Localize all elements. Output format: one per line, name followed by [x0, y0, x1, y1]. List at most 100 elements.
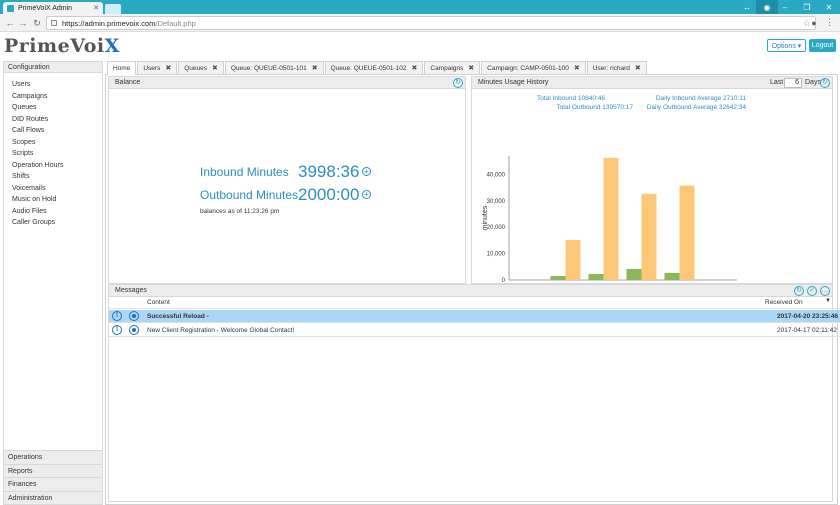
sidebar-section-finances[interactable]: Finances: [4, 477, 102, 491]
close-icon[interactable]: ✖: [468, 65, 475, 72]
tab-label: Users: [143, 64, 161, 72]
days-label: Days: [805, 79, 821, 86]
add-outbound-icon[interactable]: +: [362, 190, 371, 199]
tab-label: User: richard: [592, 64, 630, 72]
reload-icon[interactable]: ↻: [33, 17, 41, 28]
sidebar-item-scripts[interactable]: Scripts: [12, 150, 34, 157]
tab-queues[interactable]: Queues ✖: [178, 61, 224, 74]
close-icon[interactable]: ✖: [165, 65, 172, 72]
bar-outbound-04-17: [603, 157, 619, 280]
y-tick-label: 10,000: [487, 252, 506, 258]
browser-tab[interactable]: PrimeVoiX Admin ✕: [3, 2, 103, 14]
bookmark-star-icon[interactable]: ☆: [802, 18, 811, 28]
sidebar-item-queues[interactable]: Queues: [12, 104, 37, 111]
bar-inbound-04-17: [588, 273, 604, 280]
sidebar-item-shifts[interactable]: Shifts: [12, 173, 30, 180]
sidebar-section-reports[interactable]: Reports: [4, 463, 102, 477]
url-path: /Default.php: [155, 18, 196, 28]
bar-outbound-04-19: [679, 185, 695, 280]
table-row[interactable]: ! Successful Reload - 2017-04-20 23:25:4…: [109, 310, 840, 323]
window-close-icon[interactable]: ✕: [825, 2, 833, 12]
message-content: Successful Reload -: [147, 312, 209, 320]
outbound-minutes-value: 2000:00: [298, 185, 360, 204]
y-tick-label: 0: [502, 278, 506, 283]
sidebar-item-operation-hours[interactable]: Operation Hours: [12, 161, 64, 169]
usage-bar-chart: 010,00020,00030,00040,000minutes04/1504/…: [482, 156, 737, 283]
message-received: 2017-04-17 02:11:42: [777, 326, 837, 334]
sidebar-item-music-on-hold[interactable]: Music on Hold: [12, 196, 57, 203]
browser-menu-icon[interactable]: ⋮: [825, 17, 834, 27]
close-icon[interactable]: ✖: [211, 65, 218, 72]
restore-icon[interactable]: ❐: [803, 2, 811, 12]
balance-title: Balance: [115, 79, 141, 86]
logout-button[interactable]: Logout: [809, 39, 836, 52]
tab-bar: Home Users ✖ Queues ✖ Queue: QUEUE-0501-10…: [107, 61, 648, 75]
tab-queue-101[interactable]: Queue: QUEUE-0501-101 ✖: [224, 61, 324, 74]
close-icon[interactable]: ✖: [573, 65, 580, 72]
close-icon[interactable]: ✖: [311, 65, 318, 72]
tab-label: Home: [113, 65, 131, 72]
back-icon[interactable]: ←: [5, 18, 15, 28]
days-input[interactable]: 6: [784, 78, 802, 88]
person-icon: [129, 311, 139, 321]
total-inbound: Total Inbound 10840:46: [537, 95, 605, 102]
sidebar-item-campaigns[interactable]: Campaigns: [12, 92, 48, 100]
sidebar-item-users[interactable]: Users: [12, 81, 31, 88]
url-input[interactable]: https://admin.primevoix.com /Default.php…: [46, 16, 816, 30]
sort-desc-icon[interactable]: ▼: [825, 298, 831, 304]
bar-inbound-04-18: [626, 268, 642, 280]
logo-text: PrimeVoi: [4, 35, 105, 57]
tab-users[interactable]: Users ✖: [137, 61, 178, 74]
bar-outbound-04-16: [565, 239, 581, 280]
tab-label: Campaign: CAMP-0501-100: [487, 64, 569, 72]
sidebar-section-administration[interactable]: Administration: [4, 490, 102, 504]
close-icon[interactable]: ✖: [411, 65, 418, 72]
extension-icon[interactable]: ●: [811, 18, 817, 28]
new-tab-button[interactable]: [105, 4, 121, 14]
balance-panel: Balance ↻ Inbound Minutes 3998:36 + Outb…: [108, 76, 466, 284]
sidebar-item-audio-files[interactable]: Audio Files: [12, 207, 47, 215]
table-row[interactable]: ! New Client Registration - Welcome Glob…: [109, 324, 840, 337]
info-icon: !: [112, 311, 122, 321]
sidebar-item-scopes[interactable]: Scopes: [12, 138, 36, 146]
sidebar-item-call-flows[interactable]: Call Flows: [12, 127, 45, 134]
sidebar-bottom-sections: Operations Reports Finances Administrati…: [4, 450, 102, 504]
messages-title: Messages: [115, 287, 147, 294]
balance-panel-header: Balance ↻: [109, 77, 465, 89]
person-icon: [129, 325, 139, 335]
sidebar-section-operations[interactable]: Operations: [4, 450, 102, 464]
close-icon[interactable]: ✖: [634, 65, 641, 72]
tab-queue-102[interactable]: Queue: QUEUE-0501-102 ✖: [324, 61, 424, 74]
add-inbound-icon[interactable]: +: [362, 167, 371, 176]
refresh-icon[interactable]: ↻: [794, 286, 804, 296]
balance-as-of: balances as of 11:23:26 pm: [200, 208, 280, 215]
sidebar-item-did-routes[interactable]: DID Routes: [12, 115, 49, 123]
options-button[interactable]: Options ▾: [767, 39, 806, 52]
inbound-minutes-value: 3998:36: [298, 162, 360, 181]
daily-outbound-average: Daily Outbound Average 32642:34: [646, 104, 746, 111]
sidebar: Configuration Users Campaigns Queues DID…: [3, 61, 103, 505]
minimize-icon[interactable]: –: [782, 2, 788, 12]
sidebar-item-voicemails[interactable]: Voicemails: [12, 184, 46, 192]
tab-home[interactable]: Home: [107, 61, 137, 75]
column-content[interactable]: Content: [147, 299, 170, 306]
close-tab-icon[interactable]: ✕: [93, 5, 99, 12]
more-icon[interactable]: …: [820, 286, 830, 296]
messages-panel: Messages ↻ ✓ … Content Received On ▼ ! S…: [108, 284, 840, 502]
tab-user-richard[interactable]: User: richard ✖: [586, 61, 647, 74]
usage-title: Minutes Usage History: [478, 79, 549, 86]
refresh-icon[interactable]: ↻: [820, 78, 830, 88]
daily-inbound-average: Daily Inbound Average 2710:11: [655, 95, 746, 102]
forward-icon[interactable]: →: [18, 18, 28, 28]
refresh-icon[interactable]: ↻: [453, 78, 463, 88]
column-received-on[interactable]: Received On: [765, 299, 803, 306]
profile-icon[interactable]: ◉: [756, 0, 778, 14]
tab-campaigns[interactable]: Campaigns ✖: [424, 61, 481, 74]
app-root: PrimeVoiX Options ▾ Logout Configuration…: [0, 33, 840, 505]
check-icon[interactable]: ✓: [807, 286, 817, 296]
info-icon: !: [112, 325, 122, 335]
sidebar-section-configuration[interactable]: Configuration: [4, 62, 102, 73]
sidebar-item-caller-groups[interactable]: Caller Groups: [12, 219, 56, 226]
resize-icon[interactable]: ↔: [743, 2, 751, 12]
tab-campaign-100[interactable]: Campaign: CAMP-0501-100 ✖: [481, 61, 586, 74]
